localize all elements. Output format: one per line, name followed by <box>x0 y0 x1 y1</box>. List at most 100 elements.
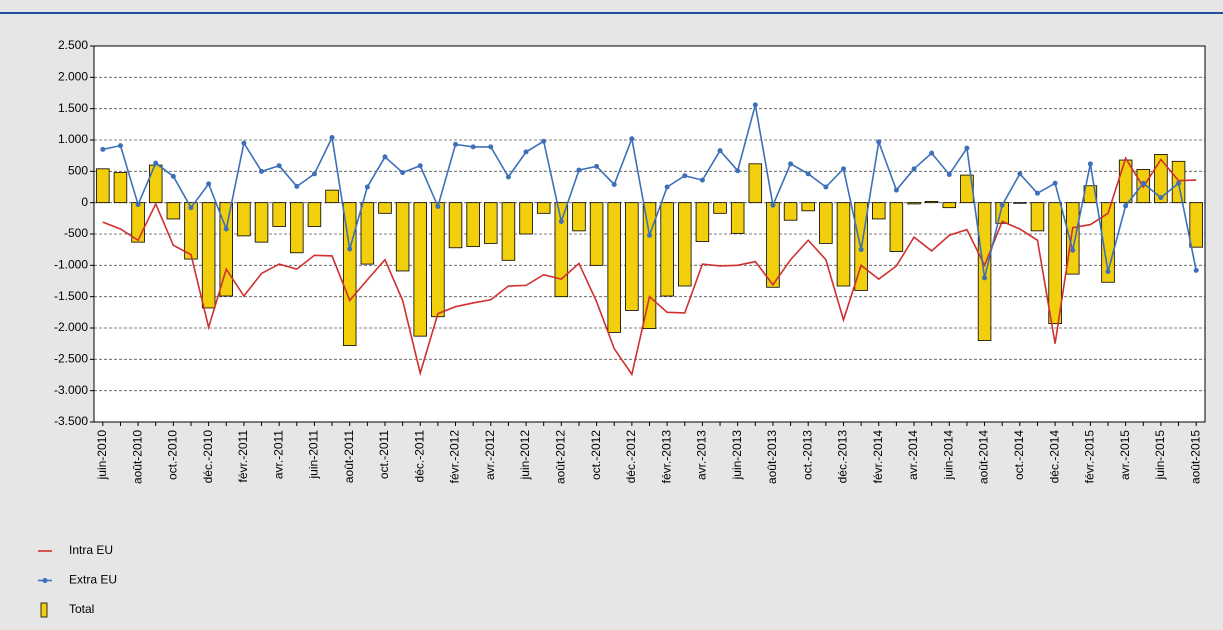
marker <box>788 161 794 167</box>
x-tick-label: août-2014 <box>977 430 991 484</box>
bar <box>660 202 674 297</box>
marker <box>223 226 229 232</box>
marker <box>946 171 952 177</box>
bar <box>325 189 339 204</box>
marker <box>241 140 247 146</box>
marker <box>664 184 670 190</box>
bar <box>131 202 145 243</box>
bar <box>378 202 392 214</box>
marker <box>770 202 776 208</box>
x-tick-label: févr.-2014 <box>871 430 885 484</box>
line <box>102 156 1197 377</box>
bar <box>290 202 304 254</box>
marker <box>911 166 917 172</box>
x-tick-label: déc.-2012 <box>624 430 638 484</box>
bar <box>536 202 551 214</box>
y-tick-label: -3.000 <box>54 383 88 397</box>
marker <box>840 166 846 172</box>
marker <box>259 168 265 174</box>
x-tick-label: avr.-2013 <box>695 430 709 480</box>
marker <box>594 163 600 169</box>
bar <box>960 174 974 204</box>
marker <box>329 134 335 140</box>
marker <box>1123 203 1129 209</box>
bar <box>96 168 110 204</box>
marker <box>117 143 123 149</box>
x-tick-label: oct.-2010 <box>166 430 180 480</box>
bar <box>889 202 904 252</box>
marker <box>1052 180 1058 186</box>
marker <box>541 138 547 144</box>
marker <box>400 170 406 176</box>
marker <box>311 171 317 177</box>
marker <box>153 160 159 166</box>
bar <box>519 202 533 235</box>
marker <box>752 102 758 108</box>
marker <box>523 149 529 155</box>
x-tick-label: août-2011 <box>342 430 356 483</box>
y-tick-label: -3.500 <box>54 414 88 428</box>
marker <box>929 150 935 156</box>
marker <box>488 144 494 150</box>
marker <box>1017 171 1023 177</box>
marker <box>699 177 705 183</box>
y-tick-label: 2.000 <box>58 70 88 84</box>
x-tick-label: oct.-2012 <box>589 430 603 480</box>
bar <box>766 202 780 288</box>
x-tick-label: juin-2013 <box>730 430 744 481</box>
marker <box>982 275 988 281</box>
marker <box>964 145 970 151</box>
marker <box>417 163 423 169</box>
marker <box>576 167 582 173</box>
marker <box>876 139 882 145</box>
y-tick-label: 500 <box>68 164 88 178</box>
bar <box>1013 202 1027 204</box>
marker <box>805 171 811 177</box>
marker <box>294 183 300 189</box>
bar <box>836 202 851 287</box>
marker <box>1140 180 1146 186</box>
bar <box>395 202 410 272</box>
y-tick-label: 1.000 <box>58 132 88 146</box>
bar <box>748 163 763 204</box>
x-tick-label: oct.-2013 <box>800 430 814 480</box>
x-tick-label: févr.-2011 <box>236 430 250 483</box>
bar <box>448 202 463 249</box>
marker <box>100 146 106 152</box>
legend-label: Extra EU <box>69 573 117 587</box>
marker <box>1034 190 1040 196</box>
x-tick-label: juin-2011 <box>307 430 321 480</box>
marker <box>435 203 441 209</box>
x-tick-label: oct.-2014 <box>1012 430 1026 480</box>
x-tick-label: déc.-2013 <box>836 430 850 484</box>
x-tick-label: août-2015 <box>1188 430 1202 484</box>
marker <box>1176 180 1182 186</box>
bar <box>1030 202 1045 232</box>
x-tick-label: août-2010 <box>130 430 144 484</box>
legend-swatch <box>40 602 48 618</box>
y-tick-label: -500 <box>64 226 88 240</box>
bar <box>1189 202 1203 248</box>
bar <box>148 164 163 204</box>
x-tick-label: févr.-2013 <box>659 430 673 484</box>
marker <box>1087 161 1093 167</box>
x-tick-label: avr.-2015 <box>1118 430 1132 480</box>
marker <box>364 184 370 190</box>
bar <box>413 202 427 337</box>
marker <box>893 187 899 193</box>
legend-label: Total <box>69 602 94 616</box>
marker <box>188 205 194 211</box>
bar <box>924 201 939 204</box>
y-tick-label: -1.000 <box>54 258 88 272</box>
x-tick-label: juin-2015 <box>1153 430 1167 481</box>
bar <box>977 202 992 341</box>
bar <box>466 202 480 247</box>
y-tick-label: -1.500 <box>54 289 88 303</box>
marker <box>206 181 212 187</box>
marker <box>505 174 511 180</box>
marker <box>382 154 388 160</box>
marker <box>629 136 635 142</box>
marker <box>276 163 282 169</box>
bar <box>113 172 128 204</box>
y-tick-label: 0 <box>81 195 88 209</box>
